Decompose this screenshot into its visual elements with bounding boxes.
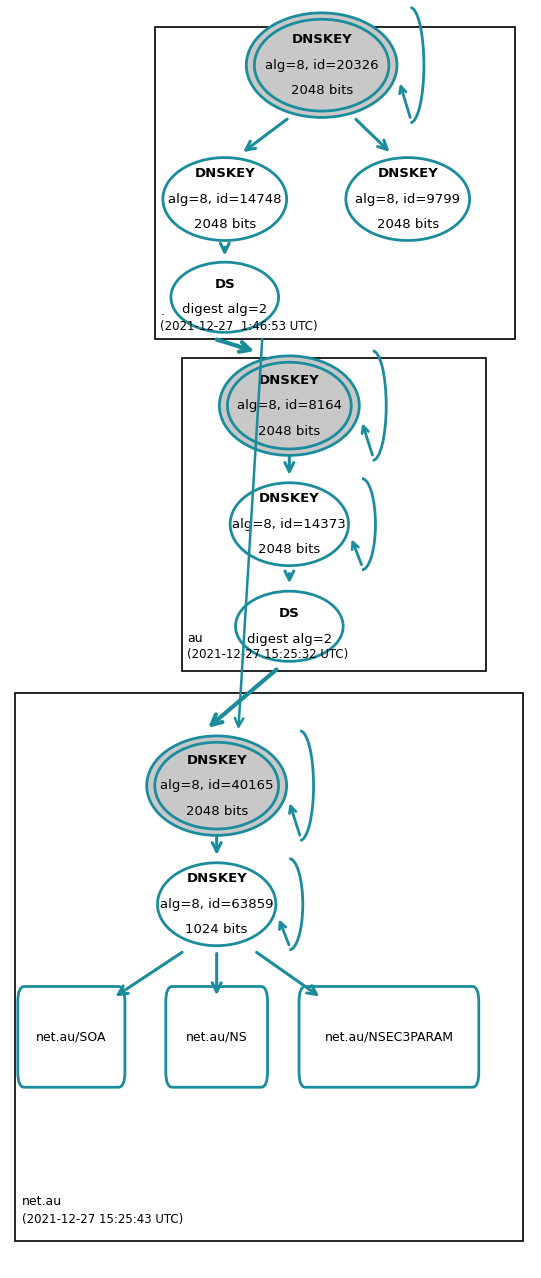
Text: net.au: net.au (22, 1195, 62, 1208)
Text: alg=8, id=20326: alg=8, id=20326 (265, 59, 379, 72)
Text: DS: DS (214, 279, 235, 291)
Text: DNSKEY: DNSKEY (259, 492, 320, 505)
Ellipse shape (227, 362, 351, 449)
FancyBboxPatch shape (18, 987, 125, 1088)
Ellipse shape (219, 355, 359, 455)
Text: 2048 bits: 2048 bits (377, 219, 439, 231)
FancyBboxPatch shape (299, 987, 479, 1088)
Bar (182, 358, 486, 671)
Text: (2021-12-27 15:25:32 UTC): (2021-12-27 15:25:32 UTC) (187, 648, 348, 661)
Text: alg=8, id=40165: alg=8, id=40165 (160, 780, 273, 792)
Text: 1024 bits: 1024 bits (186, 923, 248, 937)
Text: 2048 bits: 2048 bits (258, 424, 320, 437)
Text: DNSKEY: DNSKEY (186, 873, 247, 886)
Bar (15, 693, 524, 1241)
Ellipse shape (171, 262, 279, 332)
Ellipse shape (230, 483, 348, 566)
Text: .: . (160, 304, 164, 318)
Text: alg=8, id=14373: alg=8, id=14373 (233, 518, 346, 530)
Text: au: au (187, 633, 203, 645)
Ellipse shape (157, 863, 276, 946)
Text: alg=8, id=8164: alg=8, id=8164 (237, 399, 342, 412)
Text: DNSKEY: DNSKEY (291, 33, 352, 46)
Text: alg=8, id=63859: alg=8, id=63859 (160, 897, 273, 911)
Text: net.au/SOA: net.au/SOA (36, 1030, 107, 1043)
Text: digest alg=2: digest alg=2 (182, 303, 267, 317)
Text: 2048 bits: 2048 bits (258, 543, 320, 556)
Ellipse shape (254, 19, 389, 111)
Ellipse shape (155, 743, 279, 829)
Text: DS: DS (279, 607, 300, 620)
Ellipse shape (163, 157, 287, 240)
FancyBboxPatch shape (166, 987, 268, 1088)
Text: (2021-12-27  1:46:53 UTC): (2021-12-27 1:46:53 UTC) (160, 320, 318, 334)
Text: alg=8, id=14748: alg=8, id=14748 (168, 193, 281, 206)
Text: net.au/NSEC3PARAM: net.au/NSEC3PARAM (325, 1030, 453, 1043)
Text: digest alg=2: digest alg=2 (247, 633, 332, 645)
Text: DNSKEY: DNSKEY (259, 373, 320, 387)
Text: DNSKEY: DNSKEY (186, 754, 247, 767)
Text: 2048 bits: 2048 bits (186, 805, 248, 818)
Text: 2048 bits: 2048 bits (291, 84, 353, 97)
Ellipse shape (235, 592, 343, 661)
Ellipse shape (246, 13, 397, 118)
Ellipse shape (147, 736, 287, 836)
Bar (155, 27, 516, 340)
Text: (2021-12-27 15:25:43 UTC): (2021-12-27 15:25:43 UTC) (22, 1213, 183, 1226)
Text: DNSKEY: DNSKEY (378, 167, 438, 180)
Ellipse shape (346, 157, 470, 240)
Text: alg=8, id=9799: alg=8, id=9799 (355, 193, 460, 206)
Text: DNSKEY: DNSKEY (194, 167, 255, 180)
Text: net.au/NS: net.au/NS (186, 1030, 248, 1043)
Text: 2048 bits: 2048 bits (194, 219, 256, 231)
